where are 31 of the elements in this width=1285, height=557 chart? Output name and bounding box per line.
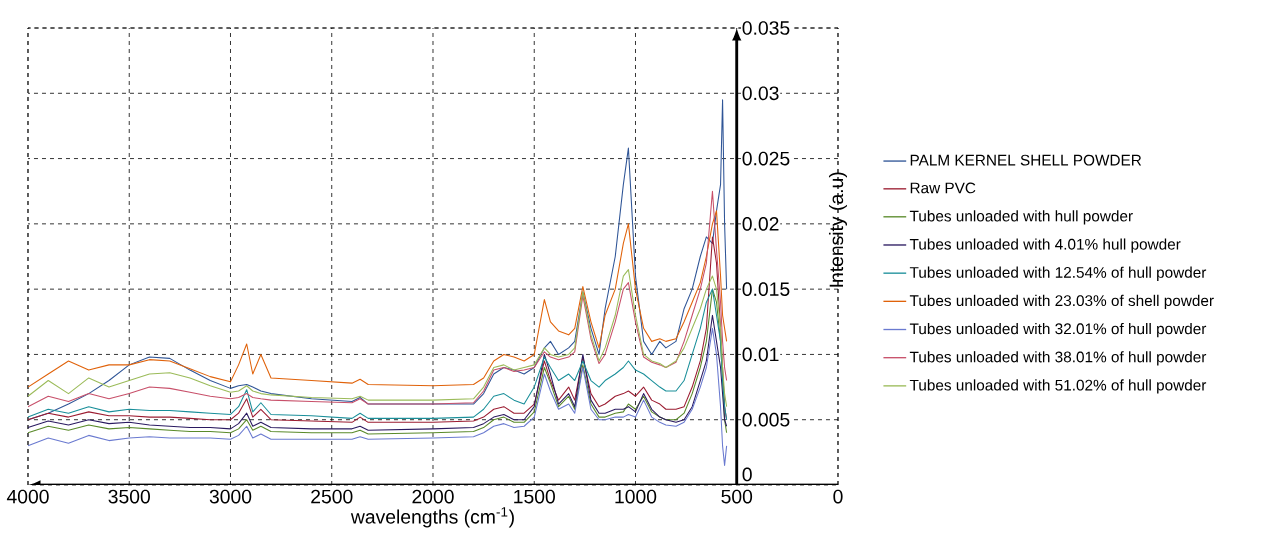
x-tick-label: 500 — [721, 489, 753, 504]
y-tick-label: 0.01 — [742, 347, 779, 362]
legend-label: Tubes unloaded with 4.01% hull powder — [909, 238, 1181, 253]
legend-label: Tubes unloaded with 12.54% of hull powder — [909, 266, 1207, 281]
legend-label: Raw PVC — [910, 182, 976, 194]
y-tick-label: 0.02 — [742, 217, 779, 231]
x-tick-label: 3000 — [209, 489, 252, 504]
legend-label: Tubes unloaded with hull powder — [909, 210, 1133, 225]
y-tick-label: 0.015 — [742, 282, 790, 296]
legend-label: Tubes unloaded with 38.01% of hull powder — [909, 351, 1207, 366]
y-axis-title: Intensity (a.u) — [828, 172, 848, 287]
y-tick-label: 0.035 — [742, 21, 790, 35]
x-tick-label: 1000 — [615, 489, 657, 504]
line-series — [27, 314, 728, 431]
x-axis-title: wavelengths (cm$^{-1}$) — [350, 507, 514, 528]
line-series — [27, 190, 728, 408]
x-tick-label: 2000 — [412, 489, 454, 504]
x-tick-label: 0 — [833, 489, 843, 504]
line-series — [27, 269, 728, 408]
x-tick-label: 1500 — [514, 489, 555, 504]
y-tick-label: 0.025 — [742, 151, 790, 166]
x-tick-label: 3500 — [108, 489, 150, 504]
y-tick-label: 0 — [742, 467, 752, 482]
legend-label: Tubes unloaded with 32.01% of hull powder — [909, 322, 1207, 338]
x-tick-label: 2500 — [311, 489, 353, 504]
y-tick-label: 0.03 — [742, 86, 779, 101]
legend-label: Tubes unloaded with 23.03% of shell powder — [909, 294, 1214, 310]
y-tick-label: 0.005 — [742, 412, 790, 427]
x-tick-label: 4000 — [6, 489, 49, 504]
legend-label: Tubes unloaded with 51.02% of hull powder — [909, 379, 1207, 394]
legend-label: PALM KERNEL SHELL POWDER — [910, 154, 1142, 166]
